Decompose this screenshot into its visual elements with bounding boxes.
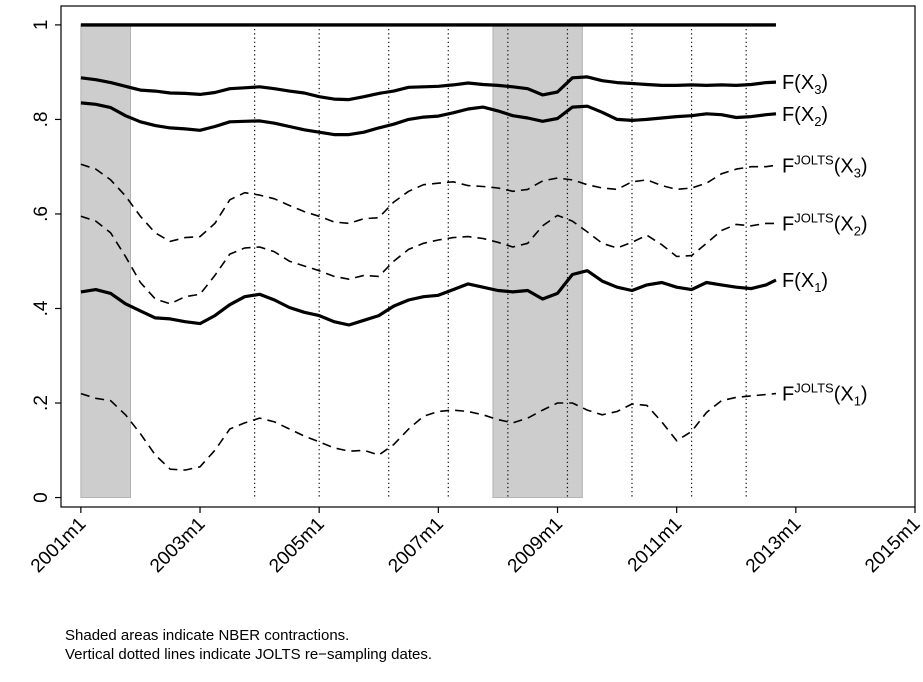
x-tick-label-5: 2011m1 [624, 514, 686, 576]
chart: F(X3) F(X2) FJOLTS(X3) FJOLTS(X2) F(X1) FJOLT… [27, 5, 923, 577]
x-tick-label-0: 2001m1 [27, 514, 90, 577]
plot-frame [60, 5, 916, 508]
series-line-1 [80, 75, 777, 102]
series-label-2: F(X2) [782, 104, 828, 129]
series-line-6 [80, 392, 777, 471]
recession-shade-2 [492, 24, 583, 499]
x-tick-label-3: 2007m1 [384, 514, 447, 577]
series-label-5: F(X1) [782, 270, 828, 295]
series-line-4 [80, 214, 776, 305]
series-line-3 [80, 163, 777, 243]
y-tick-label-4: .8 [31, 112, 52, 128]
series-line-2 [80, 101, 777, 137]
x-tick-label-1: 2003m1 [146, 514, 209, 577]
note-dotted-lines: Vertical dotted lines indicate JOLTS re−… [65, 646, 433, 663]
y-tick-label-3: .6 [31, 206, 52, 222]
y-tick-label-0: 0 [31, 492, 52, 503]
series-label-1: F(X3) [782, 72, 828, 97]
series-label-4: FJOLTS(X2) [782, 210, 868, 238]
y-tick-label-2: .4 [31, 300, 52, 316]
series-label-3: FJOLTS(X3) [782, 152, 868, 180]
x-tick-label-4: 2009m1 [504, 514, 567, 577]
series-label-6: FJOLTS(X1) [782, 381, 868, 409]
y-tick-label-1: .2 [31, 395, 52, 411]
note-shading: Shaded areas indicate NBER contractions. [65, 627, 350, 644]
x-tick-label-2: 2005m1 [265, 514, 328, 577]
series-line-5 [80, 269, 777, 327]
y-tick-label-5: 1 [31, 20, 52, 31]
x-tick-label-6: 2013m1 [742, 514, 805, 577]
recession-shade-1 [80, 24, 132, 499]
x-tick-label-7: 2015m1 [861, 514, 923, 577]
